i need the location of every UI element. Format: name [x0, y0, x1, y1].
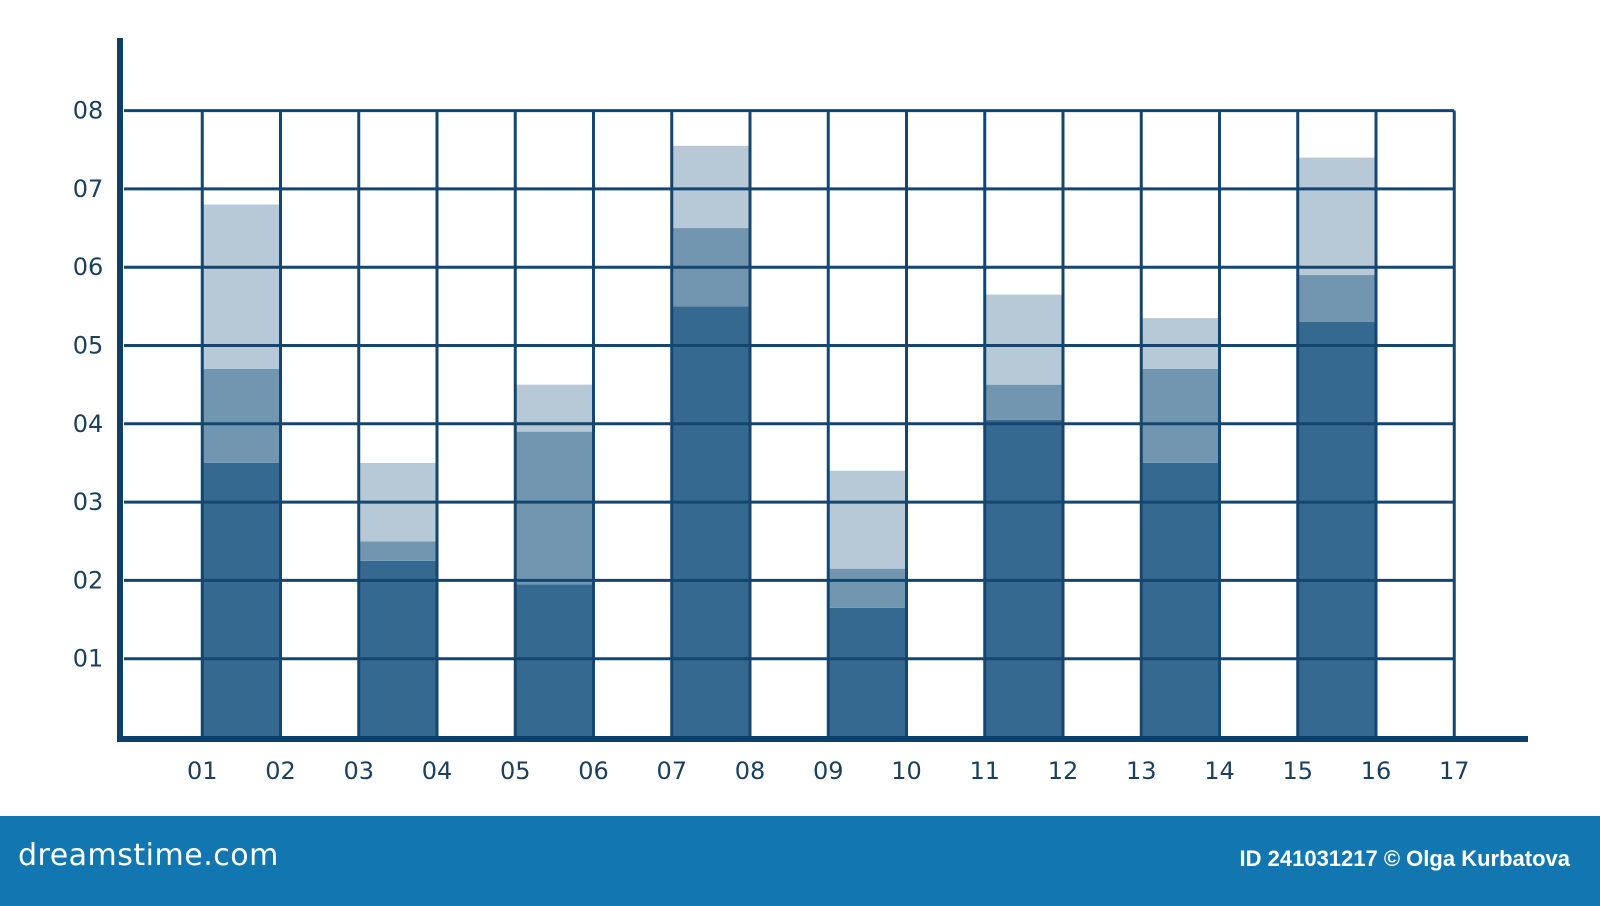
x-tick-label: 09	[813, 757, 844, 785]
x-tick-label: 02	[265, 757, 296, 785]
y-tick-label: 02	[73, 566, 104, 594]
y-tick-label: 07	[73, 175, 104, 203]
bar-6-segment-1	[984, 419, 1063, 737]
bar-4-segment-1	[671, 306, 750, 737]
bar-3-segment-1	[515, 584, 594, 737]
x-tick-label: 11	[969, 757, 1000, 785]
y-tick-label: 08	[73, 97, 104, 125]
axes	[117, 38, 1528, 742]
x-tick-label: 04	[422, 757, 453, 785]
bar-7-segment-2	[1141, 368, 1220, 463]
bar-5-segment-2	[828, 568, 907, 608]
brand-logo: dreamstime.com	[18, 838, 279, 873]
bar-8-segment-1	[1297, 322, 1376, 737]
bar-2-segment-2	[358, 541, 437, 561]
bar-4-segment-3	[671, 145, 750, 229]
bar-8-segment-3	[1297, 157, 1376, 276]
y-tick-label: 05	[73, 332, 104, 360]
bar-5-segment-3	[828, 470, 907, 569]
y-tick-label: 06	[73, 253, 104, 281]
bar-6-segment-2	[984, 384, 1063, 420]
watermark-footer: dreamstime.com ID 241031217 © Olga Kurba…	[0, 816, 1600, 906]
chart: 01 02 03 04 05 06 07 08 01 02 03 04 05 06 07 08 09 10 11 1…	[73, 38, 1528, 785]
bar-1-segment-1	[202, 462, 281, 737]
x-tick-label: 03	[343, 757, 374, 785]
x-tick-label: 12	[1048, 757, 1079, 785]
x-tick-label: 16	[1361, 757, 1392, 785]
x-tick-label: 13	[1126, 757, 1157, 785]
image-credit: ID 241031217 © Olga Kurbatova	[1239, 846, 1570, 871]
bar-8-segment-2	[1297, 275, 1376, 323]
x-tick-label: 10	[891, 757, 922, 785]
bar-7-segment-3	[1141, 318, 1220, 369]
x-tick-label: 15	[1282, 757, 1313, 785]
bar-1-segment-3	[202, 204, 281, 369]
x-tick-label: 08	[735, 757, 766, 785]
x-tick-label: 05	[500, 757, 531, 785]
bar-6-segment-3	[984, 294, 1063, 385]
y-tick-label: 03	[73, 488, 104, 516]
x-tick-label: 14	[1204, 757, 1235, 785]
bar-5-segment-1	[828, 607, 907, 737]
y-tick-label: 01	[73, 645, 104, 673]
x-tick-label: 07	[656, 757, 687, 785]
bar-7-segment-1	[1141, 462, 1220, 737]
bar-3-segment-2	[515, 431, 594, 585]
x-tick-labels: 01 02 03 04 05 06 07 08 09 10 11 12 13 14 15 16 17	[187, 757, 1470, 785]
x-tick-label: 01	[187, 757, 218, 785]
x-tick-label: 06	[578, 757, 609, 785]
y-tick-labels: 01 02 03 04 05 06 07 08	[73, 97, 104, 673]
bar-1-segment-2	[202, 368, 281, 463]
bar-2-segment-1	[358, 560, 437, 737]
grid	[124, 109, 1456, 737]
x-tick-label: 17	[1439, 757, 1470, 785]
bars	[202, 145, 1376, 737]
y-tick-label: 04	[73, 410, 104, 438]
